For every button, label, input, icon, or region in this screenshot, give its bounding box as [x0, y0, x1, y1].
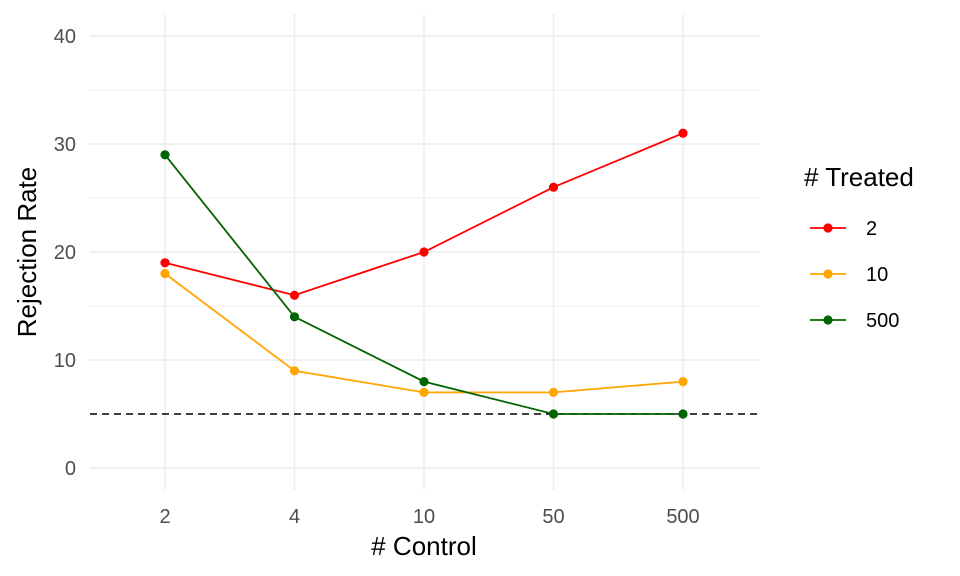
data-point — [160, 269, 170, 279]
legend-label: 500 — [866, 310, 899, 332]
legend-key-point — [823, 315, 833, 325]
x-tick-label: 2 — [159, 506, 170, 528]
legend-key-point — [823, 223, 833, 233]
legend: # Treated 2 10 500 — [804, 162, 914, 332]
y-tick-label: 10 — [54, 350, 76, 372]
data-point — [160, 150, 170, 160]
data-point — [289, 312, 300, 322]
x-tick-label: 4 — [289, 506, 300, 528]
x-tick-label: 500 — [666, 506, 699, 528]
y-tick-label: 30 — [54, 134, 76, 156]
data-point — [419, 387, 429, 397]
data-point — [289, 290, 300, 300]
legend-label: 2 — [866, 218, 877, 240]
data-point — [548, 409, 559, 419]
legend-key-point — [823, 269, 833, 279]
y-tick-label: 40 — [54, 26, 76, 48]
data-point — [678, 377, 688, 387]
data-point — [419, 247, 429, 257]
x-tick-label: 50 — [542, 506, 564, 528]
legend-label: 10 — [866, 264, 888, 286]
data-point — [548, 387, 559, 397]
y-axis-title: Rejection Rate — [12, 167, 42, 338]
data-point — [289, 366, 300, 376]
x-axis-title: # Control — [371, 531, 477, 561]
data-point — [548, 182, 559, 192]
y-tick-label: 0 — [65, 458, 76, 480]
y-axis-ticks: 0 10 20 30 40 — [54, 26, 76, 480]
data-point — [160, 258, 170, 268]
x-tick-label: 10 — [413, 506, 435, 528]
data-point — [419, 377, 429, 387]
x-axis-ticks: 2 4 10 50 500 — [159, 506, 699, 528]
legend-items: 2 10 500 — [810, 218, 899, 332]
data-point — [678, 409, 688, 419]
legend-title: # Treated — [804, 162, 914, 192]
series-group — [160, 128, 688, 419]
y-tick-label: 20 — [54, 242, 76, 264]
data-point — [678, 128, 688, 138]
